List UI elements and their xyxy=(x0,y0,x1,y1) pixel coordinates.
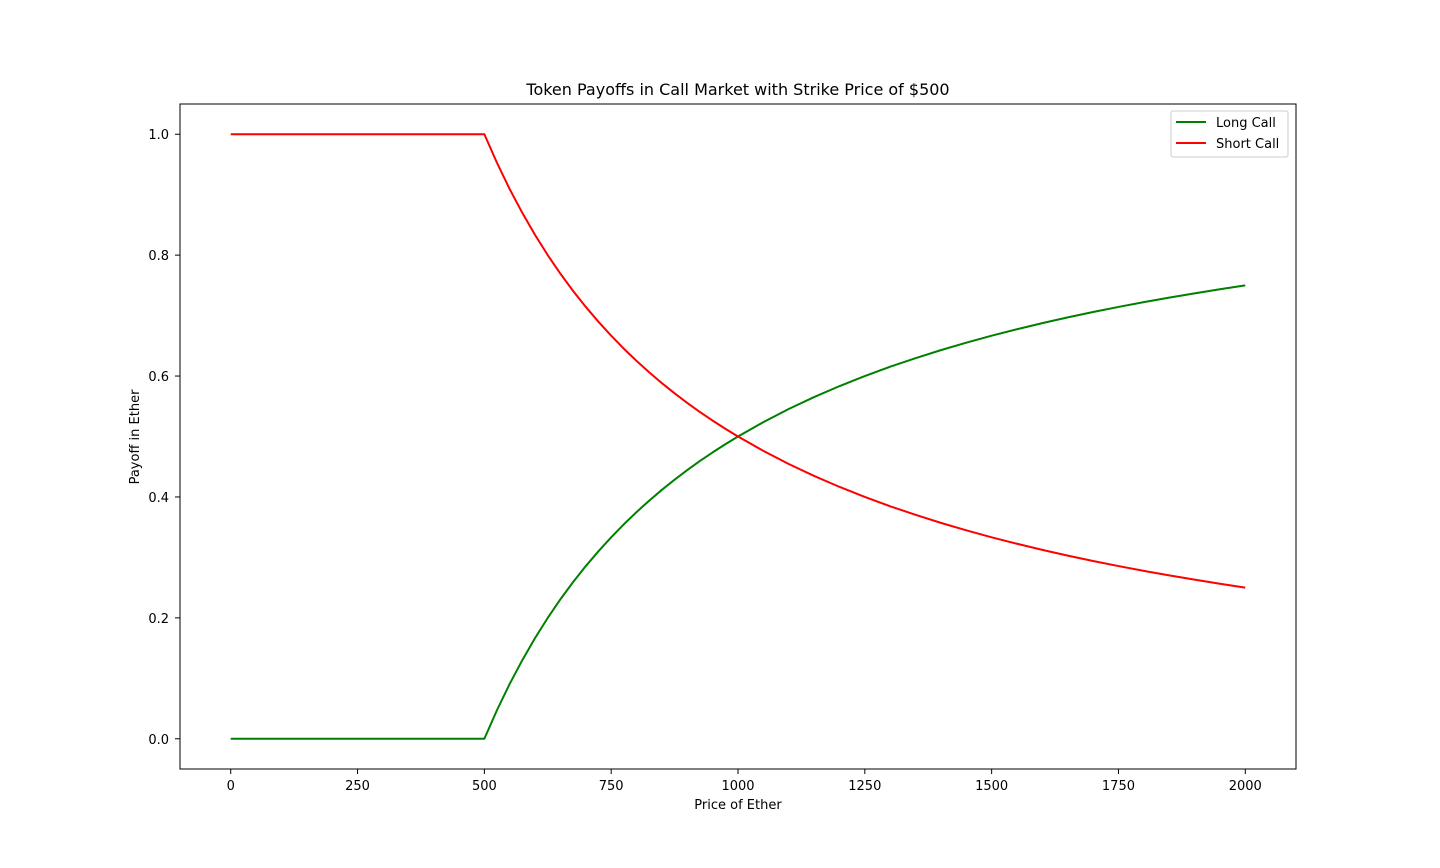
x-tick-label: 750 xyxy=(599,779,624,794)
chart-title: Token Payoffs in Call Market with Strike… xyxy=(525,80,949,99)
x-tick-label: 1250 xyxy=(848,779,881,794)
series-line-long-call xyxy=(230,284,1246,740)
x-axis-label: Price of Ether xyxy=(694,798,782,813)
x-tick-label: 1000 xyxy=(721,779,754,794)
y-tick-label: 1.0 xyxy=(148,128,169,143)
x-tick-label: 250 xyxy=(345,779,370,794)
legend: Long Call Short Call xyxy=(1170,110,1289,158)
y-tick-label: 0.6 xyxy=(148,370,169,385)
x-tick-label: 2000 xyxy=(1229,779,1262,794)
x-tick-label: 500 xyxy=(472,779,497,794)
series-layer xyxy=(230,133,1246,740)
y-tick-label: 0.8 xyxy=(148,249,169,264)
y-tick-label: 0.4 xyxy=(148,491,169,506)
legend-label-long-call: Long Call xyxy=(1216,116,1276,131)
x-tick-label: 1750 xyxy=(1102,779,1135,794)
series-line-short-call xyxy=(230,133,1246,589)
legend-label-short-call: Short Call xyxy=(1216,137,1279,152)
axis-ticks: 0 250 500 750 1000 1250 1500 1750 2000 0.0 0.2 0.4 0… xyxy=(148,128,1262,794)
x-tick-label: 0 xyxy=(227,779,235,794)
y-tick-label: 0.0 xyxy=(148,733,169,748)
y-axis-label: Payoff in Ether xyxy=(128,389,143,484)
y-tick-label: 0.2 xyxy=(148,612,169,627)
x-tick-label: 1500 xyxy=(975,779,1008,794)
